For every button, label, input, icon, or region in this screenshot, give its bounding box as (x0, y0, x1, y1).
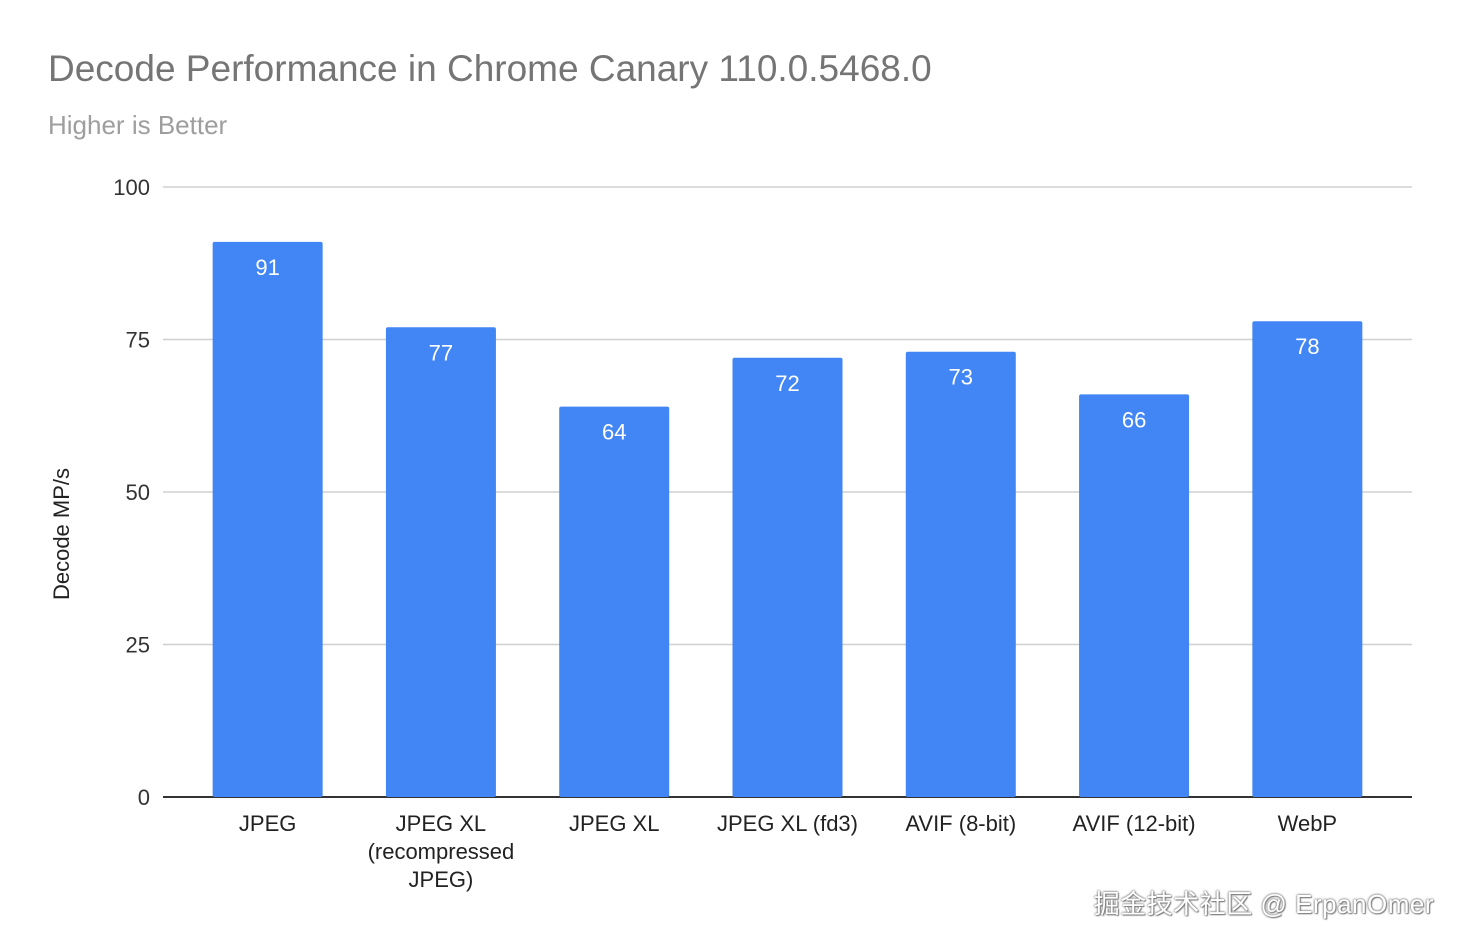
y-tick-label: 0 (138, 785, 150, 810)
x-tick-label: JPEG XL (569, 811, 659, 836)
y-axis-ticks: 0 25 50 75 100 (113, 175, 150, 810)
data-label: 77 (429, 340, 453, 365)
y-tick-label: 25 (126, 633, 150, 658)
data-label: 72 (775, 371, 799, 396)
y-tick-label: 75 (126, 328, 150, 353)
watermark: 掘金技术社区 @ ErpanOmer (1093, 889, 1434, 919)
bar (1079, 394, 1190, 797)
bar (732, 357, 843, 797)
x-tick-label: WebP (1278, 811, 1338, 836)
x-tick-label: AVIF (8-bit) (905, 811, 1016, 836)
x-tick-label: JPEG (239, 811, 296, 836)
y-tick-label: 50 (126, 480, 150, 505)
y-tick-label: 100 (113, 175, 150, 200)
data-label: 91 (255, 255, 279, 280)
x-tick-label: AVIF (12-bit) (1073, 811, 1196, 836)
chart-subtitle: Higher is Better (48, 110, 228, 140)
chart-title: Decode Performance in Chrome Canary 110.… (48, 48, 932, 89)
x-tick-label: JPEG XL (fd3) (717, 811, 858, 836)
data-label: 66 (1122, 407, 1146, 432)
y-axis-label: Decode MP/s (49, 468, 74, 600)
data-label: 78 (1295, 334, 1319, 359)
data-label: 73 (949, 365, 973, 390)
x-tick-label: (recompressed (368, 839, 515, 864)
bar (385, 327, 496, 797)
bar (212, 241, 323, 797)
x-tick-label: JPEG) (409, 867, 474, 892)
bars: 91 77 64 72 73 66 78 (212, 241, 1363, 797)
x-axis-ticks: JPEG JPEG XL (recompressed JPEG) JPEG XL JPEG… (239, 811, 1337, 892)
bar (1252, 321, 1363, 797)
data-label: 64 (602, 420, 626, 445)
bar (559, 406, 670, 797)
bar (905, 351, 1016, 797)
x-tick-label: JPEG XL (396, 811, 486, 836)
